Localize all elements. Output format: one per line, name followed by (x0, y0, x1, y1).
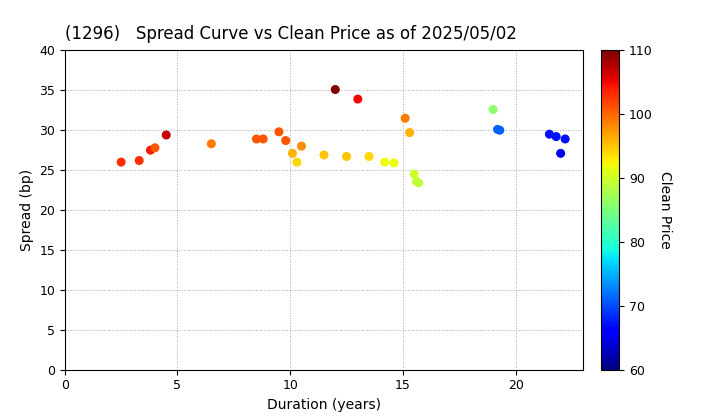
Point (352, 96, 364, 102)
Point (318, 152, 330, 158)
Y-axis label: Clean Price: Clean Price (658, 171, 672, 249)
Point (145, 147, 156, 153)
Text: (1296)   Spread Curve vs Clean Price as of 2025/05/02: (1296) Spread Curve vs Clean Price as of… (65, 25, 517, 43)
Point (205, 140, 217, 147)
Point (379, 159, 391, 165)
Point (410, 178, 422, 185)
Point (149, 144, 161, 151)
Point (341, 153, 352, 160)
Point (280, 137, 292, 144)
Point (161, 131, 172, 138)
Point (257, 136, 269, 142)
Point (400, 115, 411, 121)
X-axis label: Duration (years): Duration (years) (267, 398, 381, 412)
Point (544, 131, 555, 137)
Point (555, 150, 567, 157)
Point (413, 179, 424, 186)
Point (408, 171, 420, 177)
Point (550, 133, 562, 140)
Point (559, 136, 571, 142)
Point (364, 153, 375, 160)
Point (494, 127, 505, 134)
Point (291, 159, 302, 165)
Point (404, 129, 415, 136)
Point (487, 106, 499, 113)
Point (273, 129, 284, 135)
Point (330, 86, 341, 93)
Point (251, 136, 262, 142)
Point (296, 143, 307, 150)
Y-axis label: Spread (bp): Spread (bp) (19, 169, 34, 251)
Point (492, 126, 503, 133)
Point (287, 150, 298, 157)
Point (388, 160, 400, 166)
Point (115, 159, 127, 165)
Point (133, 157, 145, 164)
